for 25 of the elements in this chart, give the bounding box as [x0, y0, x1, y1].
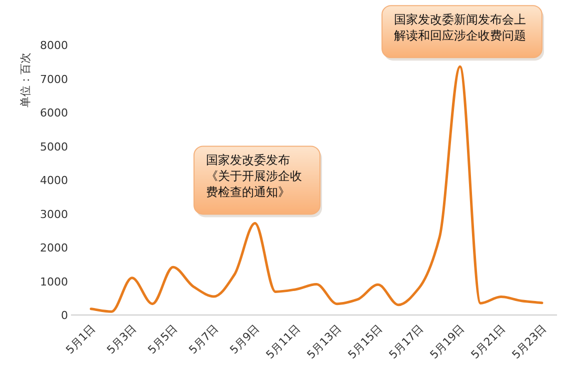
y-tick-label: 6000 — [40, 106, 68, 120]
y-tick-label: 0 — [61, 309, 68, 322]
x-tick-label: 5月23日 — [510, 322, 550, 362]
y-tick-label: 1000 — [40, 275, 68, 288]
x-tick-label: 5月1日 — [63, 322, 98, 357]
y-axis-title: 单位：百次 — [19, 52, 32, 108]
x-tick-label: 5月19日 — [428, 322, 468, 362]
y-tick-label: 4000 — [40, 174, 68, 187]
y-tick-label: 2000 — [40, 242, 68, 254]
x-tick-label: 5月11日 — [264, 322, 304, 362]
line-series — [90, 65, 544, 313]
x-tick-label: 5月5日 — [145, 322, 180, 357]
y-tick-label: 5000 — [40, 140, 68, 154]
x-tick-label: 5月21日 — [468, 322, 508, 362]
y-tick-label: 3000 — [40, 208, 68, 221]
x-tick-label: 5月3日 — [104, 322, 140, 357]
y-tick-label: 7000 — [40, 72, 68, 86]
x-tick-label: 5月15日 — [346, 322, 386, 362]
x-tick-label: 5月9日 — [227, 322, 262, 357]
annotation: 国家发改委发布《关于开展涉企收费检查的通知》 — [206, 153, 302, 200]
x-tick-label: 5月13日 — [304, 322, 344, 362]
annotation: 国家发改委新闻发布会上解读和回应涉企收费问题 — [394, 12, 526, 43]
x-tick-label: 5月17日 — [386, 322, 426, 362]
x-tick-label: 5月7日 — [186, 322, 222, 357]
y-tick-label: 8000 — [40, 39, 68, 52]
